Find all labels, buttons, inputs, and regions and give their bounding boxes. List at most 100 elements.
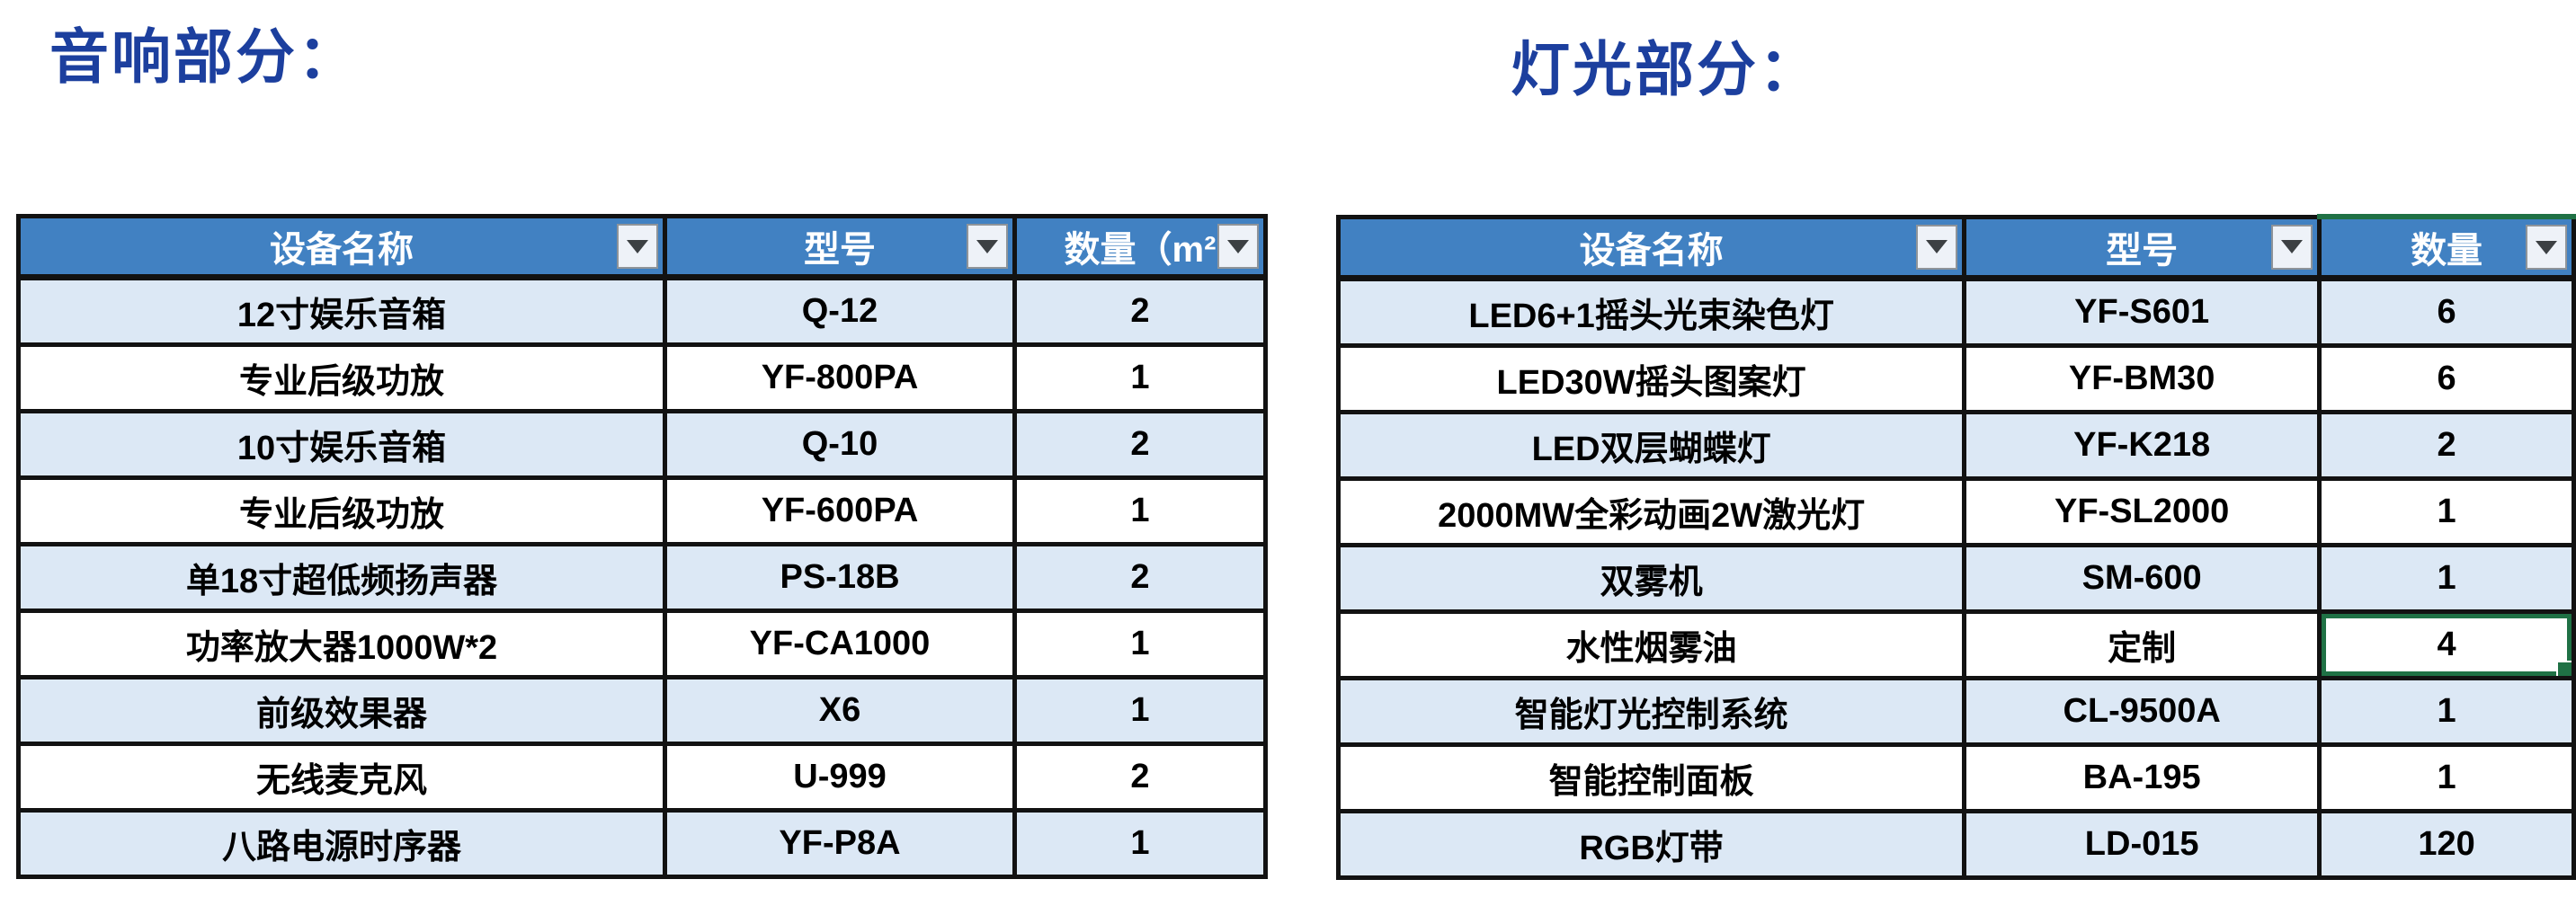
column-header-label: 数量 — [2411, 231, 2483, 271]
device-name-cell[interactable]: 水性烟雾油 — [1335, 609, 1967, 680]
device-name-cell[interactable]: 12寸娱乐音箱 — [16, 275, 667, 347]
table-row: 专业后级功放 YF-800PA 1 — [16, 342, 1268, 413]
column-header-1[interactable]: 型号 — [1962, 214, 2322, 281]
device-name-cell[interactable]: 八路电源时序器 — [16, 808, 667, 879]
device-name-cell[interactable]: LED双层蝴蝶灯 — [1335, 410, 1967, 481]
model-cell[interactable]: YF-600PA — [663, 475, 1017, 546]
table-row: 12寸娱乐音箱 Q-12 2 — [16, 275, 1268, 347]
quantity-cell[interactable]: 6 — [2317, 276, 2576, 348]
audio-equipment-table: 设备名称 型号 数量（m² 12寸娱乐音箱 Q-12 2 专业后级功放 YF-800PA 1 1… — [16, 214, 1268, 879]
quantity-cell[interactable]: 1 — [1012, 608, 1268, 680]
header-row: 设备名称 型号 数量 — [1335, 214, 2576, 281]
model-cell[interactable]: LD-015 — [1962, 809, 2322, 880]
quantity-cell[interactable]: 2 — [1012, 409, 1268, 480]
device-name-cell[interactable]: LED6+1摇头光束染色灯 — [1335, 276, 1967, 348]
quantity-cell[interactable]: 2 — [1012, 542, 1268, 613]
quantity-cell[interactable]: 1 — [2317, 476, 2576, 547]
audio-section-title: 音响部分： — [49, 23, 360, 90]
column-header-1[interactable]: 型号 — [663, 214, 1017, 280]
table-row: LED6+1摇头光束染色灯 YF-S601 6 — [1335, 276, 2576, 348]
quantity-cell[interactable]: 1 — [2317, 543, 2576, 614]
quantity-cell[interactable]: 1 — [2317, 742, 2576, 813]
table-row: 前级效果器 X6 1 — [16, 675, 1268, 746]
model-cell[interactable]: SM-600 — [1962, 543, 2322, 614]
chevron-down-icon — [976, 239, 998, 253]
filter-dropdown-icon[interactable] — [1916, 224, 1958, 270]
model-cell[interactable]: YF-CA1000 — [663, 608, 1017, 680]
model-cell[interactable]: Q-12 — [663, 275, 1017, 347]
model-cell[interactable]: CL-9500A — [1962, 676, 2322, 747]
model-cell[interactable]: U-999 — [663, 742, 1017, 813]
column-header-0[interactable]: 设备名称 — [1335, 214, 1967, 281]
device-name-cell[interactable]: 专业后级功放 — [16, 475, 667, 546]
model-cell[interactable]: YF-800PA — [663, 342, 1017, 413]
quantity-cell[interactable]: 1 — [1012, 675, 1268, 746]
quantity-cell[interactable]: 1 — [1012, 342, 1268, 413]
column-header-label: 设备名称 — [270, 230, 414, 270]
device-name-cell[interactable]: 10寸娱乐音箱 — [16, 409, 667, 480]
quantity-cell[interactable]: 2 — [1012, 275, 1268, 347]
lighting-equipment-table: 设备名称 型号 数量 LED6+1摇头光束染色灯 YF-S601 6 LED30W摇头图案… — [1335, 214, 2576, 880]
model-cell[interactable]: Q-10 — [663, 409, 1017, 480]
model-cell[interactable]: PS-18B — [663, 542, 1017, 613]
device-name-cell[interactable]: 专业后级功放 — [16, 342, 667, 413]
table-row: 单18寸超低频扬声器 PS-18B 2 — [16, 542, 1268, 613]
filter-dropdown-icon[interactable] — [2526, 225, 2567, 270]
device-name-cell[interactable]: 2000MW全彩动画2W激光灯 — [1335, 476, 1967, 547]
model-cell[interactable]: YF-BM30 — [1962, 343, 2322, 414]
table-row: 2000MW全彩动画2W激光灯 YF-SL2000 1 — [1335, 476, 2576, 547]
chevron-down-icon — [1227, 239, 1249, 253]
lighting-section-title: 灯光部分： — [1511, 36, 1821, 102]
model-cell[interactable]: YF-SL2000 — [1962, 476, 2322, 547]
column-header-2[interactable]: 数量（m² — [1012, 214, 1268, 280]
device-name-cell[interactable]: 单18寸超低频扬声器 — [16, 542, 667, 613]
device-name-cell[interactable]: RGB灯带 — [1335, 809, 1967, 880]
quantity-cell[interactable]: 4 — [2317, 609, 2576, 680]
model-cell[interactable]: 定制 — [1962, 609, 2322, 680]
filter-dropdown-icon[interactable] — [617, 224, 658, 269]
model-cell[interactable]: YF-S601 — [1962, 276, 2322, 348]
column-header-label: 型号 — [2106, 230, 2179, 271]
device-name-cell[interactable]: 智能灯光控制系统 — [1335, 676, 1967, 747]
table-row: RGB灯带 LD-015 120 — [1335, 809, 2576, 880]
table-row: 功率放大器1000W*2 YF-CA1000 1 — [16, 608, 1268, 680]
filter-dropdown-icon[interactable] — [1217, 224, 1259, 269]
device-name-cell[interactable]: 智能控制面板 — [1335, 742, 1967, 813]
column-header-label: 型号 — [804, 230, 876, 270]
quantity-cell[interactable]: 1 — [1012, 808, 1268, 879]
table-row: 智能灯光控制系统 CL-9500A 1 — [1335, 676, 2576, 747]
table-row: 水性烟雾油 定制 4 — [1335, 609, 2576, 680]
table-row: 八路电源时序器 YF-P8A 1 — [16, 808, 1268, 879]
model-cell[interactable]: X6 — [663, 675, 1017, 746]
fill-handle[interactable] — [2556, 661, 2570, 674]
model-cell[interactable]: YF-K218 — [1962, 410, 2322, 481]
quantity-cell[interactable]: 120 — [2317, 809, 2576, 880]
device-name-cell[interactable]: 双雾机 — [1335, 543, 1967, 614]
column-header-label: 设备名称 — [1579, 230, 1724, 271]
device-name-cell[interactable]: 功率放大器1000W*2 — [16, 608, 667, 680]
model-cell[interactable]: YF-P8A — [663, 808, 1017, 879]
quantity-cell[interactable]: 1 — [2317, 676, 2576, 747]
column-header-2[interactable]: 数量 — [2317, 214, 2576, 281]
filter-dropdown-icon[interactable] — [2271, 224, 2313, 270]
device-name-cell[interactable]: LED30W摇头图案灯 — [1335, 343, 1967, 414]
chevron-down-icon — [1926, 240, 1948, 253]
chevron-down-icon — [2536, 240, 2557, 254]
filter-dropdown-icon[interactable] — [967, 224, 1008, 269]
chevron-down-icon — [2281, 240, 2304, 253]
quantity-cell[interactable]: 6 — [2317, 343, 2576, 414]
device-name-cell[interactable]: 无线麦克风 — [16, 742, 667, 813]
quantity-cell[interactable]: 2 — [2317, 410, 2576, 481]
quantity-cell[interactable]: 1 — [1012, 475, 1268, 546]
header-row: 设备名称 型号 数量（m² — [16, 214, 1268, 280]
chevron-down-icon — [627, 239, 648, 253]
table-row: LED双层蝴蝶灯 YF-K218 2 — [1335, 410, 2576, 481]
column-header-label: 数量（m² — [1064, 230, 1217, 270]
device-name-cell[interactable]: 前级效果器 — [16, 675, 667, 746]
column-header-0[interactable]: 设备名称 — [16, 214, 667, 280]
quantity-cell[interactable]: 2 — [1012, 742, 1268, 813]
model-cell[interactable]: BA-195 — [1962, 742, 2322, 813]
table-row: 10寸娱乐音箱 Q-10 2 — [16, 409, 1268, 480]
table-row: LED30W摇头图案灯 YF-BM30 6 — [1335, 343, 2576, 414]
